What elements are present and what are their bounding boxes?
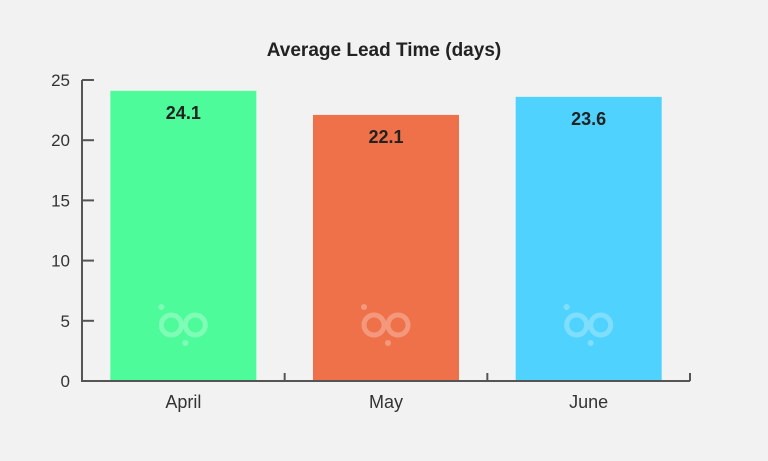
y-tick-label: 25 bbox=[51, 71, 70, 90]
chart-title: Average Lead Time (days) bbox=[267, 40, 501, 61]
y-tick-label: 10 bbox=[51, 252, 70, 271]
y-tick-label: 5 bbox=[61, 312, 70, 331]
bp-logo-icon bbox=[158, 304, 208, 346]
axes: 0 5 10 15 20 25 April May June bbox=[51, 71, 691, 412]
bar-may bbox=[313, 114, 459, 381]
bp-logo-icon bbox=[361, 304, 411, 346]
x-tick-label-april: April bbox=[165, 392, 201, 412]
y-tick-label: 15 bbox=[51, 191, 70, 210]
y-tick-label: 20 bbox=[51, 131, 70, 150]
bars: 24.1 22.1 23.6 bbox=[110, 90, 662, 381]
data-label-april: 24.1 bbox=[166, 103, 201, 123]
bar-june bbox=[515, 96, 662, 381]
data-label-may: 22.1 bbox=[368, 127, 403, 147]
data-label-june: 23.6 bbox=[571, 109, 606, 129]
y-tick-label: 0 bbox=[61, 372, 70, 391]
x-tick-label-june: June bbox=[569, 392, 608, 412]
x-tick-label-may: May bbox=[369, 392, 403, 412]
bar-april bbox=[110, 90, 257, 381]
bp-logo-icon bbox=[563, 304, 614, 346]
